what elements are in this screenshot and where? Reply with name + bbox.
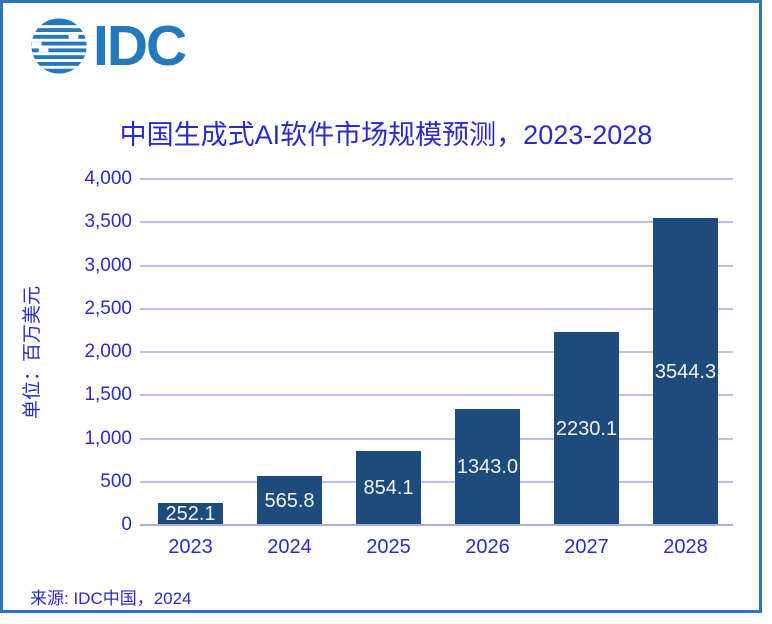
- page-border: [0, 0, 762, 613]
- y-tick-label: 500: [100, 470, 132, 492]
- gridline: [140, 437, 733, 440]
- y-tick-label: 1,500: [84, 384, 132, 406]
- bars: 252.1 565.8 854.1 1343.0 2230.1 3544.3: [140, 179, 733, 525]
- x-axis-labels: 2023 2024 2025 2026 2027 2028: [140, 536, 733, 559]
- idc-logo: IDC: [30, 14, 187, 78]
- gridline: [140, 480, 733, 483]
- idc-globe-icon: [31, 18, 87, 74]
- axis-baseline: [140, 524, 733, 526]
- gridline: [140, 307, 733, 310]
- y-tick-label: 4,000: [84, 168, 132, 189]
- bar-value-label: 3544.3: [654, 360, 717, 383]
- bar-value-label: 854.1: [363, 477, 414, 500]
- gridline: [140, 178, 733, 180]
- y-tick-label: 2,000: [84, 341, 132, 362]
- y-tick-label: 2,500: [84, 297, 132, 319]
- y-tick-label: 3,000: [84, 254, 132, 276]
- source-note: 来源: IDC中国，2024: [30, 589, 192, 608]
- y-tick-label: 3,500: [84, 211, 132, 233]
- y-tick-label: 0: [121, 514, 132, 535]
- y-axis-ticks: 0 500 1,000 1,500 2,000 2,500 3,000 3,500 4,000: [0, 168, 132, 535]
- bar-value-label: 252.1: [165, 503, 216, 526]
- x-tick-label: 2028: [663, 536, 708, 558]
- bar-2027: 2230.1: [554, 332, 619, 525]
- x-tick-label: 2027: [564, 536, 609, 558]
- gridline: [140, 351, 733, 353]
- plot-area: 252.1 565.8 854.1 1343.0 2230.1 3544.3: [140, 178, 733, 526]
- gridlines: [140, 178, 733, 526]
- x-tick-label: 2025: [366, 536, 411, 558]
- bar-2026: 1343.0: [455, 408, 520, 525]
- x-tick-label: 2024: [267, 536, 312, 558]
- bar-value-label: 565.8: [264, 489, 315, 512]
- gridline: [140, 394, 733, 397]
- y-tick-label: 1,000: [84, 427, 132, 449]
- x-tick-label: 2023: [168, 536, 213, 558]
- bar-2025: 854.1: [356, 451, 421, 525]
- bar-2023: 252.1: [158, 503, 223, 525]
- bar-value-label: 2230.1: [555, 417, 618, 440]
- x-tick-label: 2026: [465, 536, 510, 558]
- bar-2024: 565.8: [257, 476, 322, 525]
- idc-logo-text: IDC: [93, 14, 187, 78]
- bar-value-label: 1343.0: [456, 455, 519, 478]
- chart-title: 中国生成式AI软件市场规模预测，2023-2028: [119, 120, 653, 150]
- bar-2028: 3544.3: [653, 218, 718, 525]
- gridline: [140, 264, 733, 267]
- gridline: [140, 221, 733, 224]
